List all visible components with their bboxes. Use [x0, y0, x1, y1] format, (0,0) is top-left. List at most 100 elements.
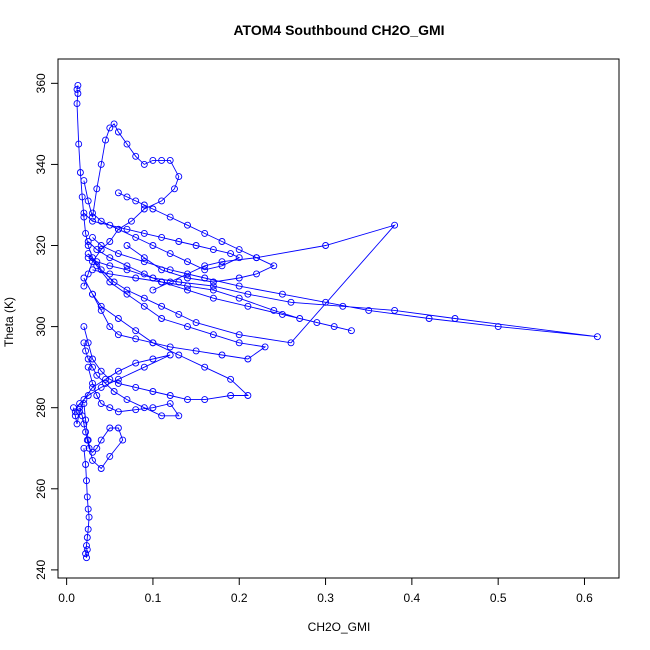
data-point [140, 302, 148, 310]
series-line [73, 354, 171, 424]
data-point [89, 290, 96, 298]
series-6 [80, 290, 252, 404]
data-point [132, 383, 140, 391]
data-point [78, 193, 86, 201]
data-point [218, 238, 226, 245]
data-point [175, 310, 183, 318]
data-point [184, 274, 191, 282]
data-point [84, 238, 92, 245]
data-point [132, 406, 140, 414]
data-point [82, 550, 90, 558]
data-point [80, 339, 88, 347]
data-point [85, 513, 93, 521]
data-point [218, 351, 226, 359]
data-point [114, 408, 122, 416]
data-point [166, 343, 174, 351]
data-point [82, 347, 90, 355]
data-point [140, 363, 148, 371]
series-10 [80, 209, 243, 274]
data-point [123, 242, 131, 249]
data-point [140, 160, 148, 168]
data-point [84, 436, 92, 444]
data-point [102, 136, 109, 144]
data-point [106, 238, 114, 245]
data-point [123, 225, 131, 233]
y-tick-label: 320 [34, 235, 48, 255]
data-point [201, 229, 209, 237]
data-point [201, 363, 209, 371]
data-point [244, 302, 252, 310]
data-point [140, 229, 148, 237]
data-point [166, 400, 174, 408]
data-point [209, 331, 217, 339]
data-point [83, 477, 90, 485]
data-point [89, 363, 96, 371]
x-axis-label: CH2O_GMI [308, 620, 371, 634]
data-point [123, 193, 131, 201]
data-point [192, 319, 200, 327]
data-point [227, 392, 235, 399]
data-point [114, 379, 122, 387]
data-point [184, 258, 191, 266]
data-point [84, 392, 92, 399]
data-point [175, 412, 183, 420]
series-4 [84, 233, 601, 341]
data-point [166, 250, 174, 258]
series-11 [70, 351, 174, 428]
data-point [244, 355, 252, 363]
data-point [278, 310, 286, 318]
data-point [149, 355, 157, 363]
data-point [97, 242, 105, 249]
series-line [118, 192, 275, 283]
data-point [80, 396, 88, 404]
data-point [270, 262, 278, 270]
data-point [76, 169, 84, 176]
y-axis: 240 260 280 300 320 340 360 [34, 73, 58, 580]
data-point [149, 156, 157, 164]
data-point [209, 286, 217, 294]
data-point [83, 534, 91, 541]
data-point [425, 315, 433, 322]
y-tick-label: 280 [34, 397, 48, 417]
data-point [140, 258, 148, 266]
data-point [106, 270, 114, 278]
data-point [132, 327, 140, 335]
x-tick-label: 0.0 [58, 591, 75, 605]
series-line [87, 241, 352, 332]
data-point [184, 286, 191, 294]
data-point [84, 363, 92, 371]
data-point [140, 254, 148, 262]
data-point [235, 339, 243, 347]
series-line [76, 85, 396, 344]
data-point [80, 420, 88, 428]
data-point [123, 266, 131, 274]
data-point [391, 221, 399, 229]
data-point [84, 250, 92, 258]
y-tick-label: 340 [34, 154, 48, 174]
data-point [97, 400, 105, 408]
data-point [114, 225, 122, 233]
data-point [365, 306, 373, 314]
data-point [110, 120, 118, 128]
data-point [106, 424, 114, 432]
data-point [89, 217, 96, 225]
data-point [76, 400, 84, 408]
data-point [83, 546, 91, 554]
data-point [97, 306, 105, 314]
data-point [83, 493, 91, 501]
data-point [227, 375, 235, 383]
x-tick-label: 0.4 [404, 591, 421, 605]
data-point [114, 367, 122, 375]
data-point [175, 238, 183, 245]
data-point [494, 323, 502, 331]
data-point [184, 221, 191, 229]
data-point [184, 270, 191, 278]
data-point [97, 217, 105, 225]
data-point [97, 465, 105, 472]
data-point [83, 554, 90, 562]
data-point [132, 197, 140, 205]
data-point [93, 392, 101, 399]
data-point [209, 294, 217, 302]
data-point [80, 274, 88, 282]
data-point [89, 456, 96, 464]
